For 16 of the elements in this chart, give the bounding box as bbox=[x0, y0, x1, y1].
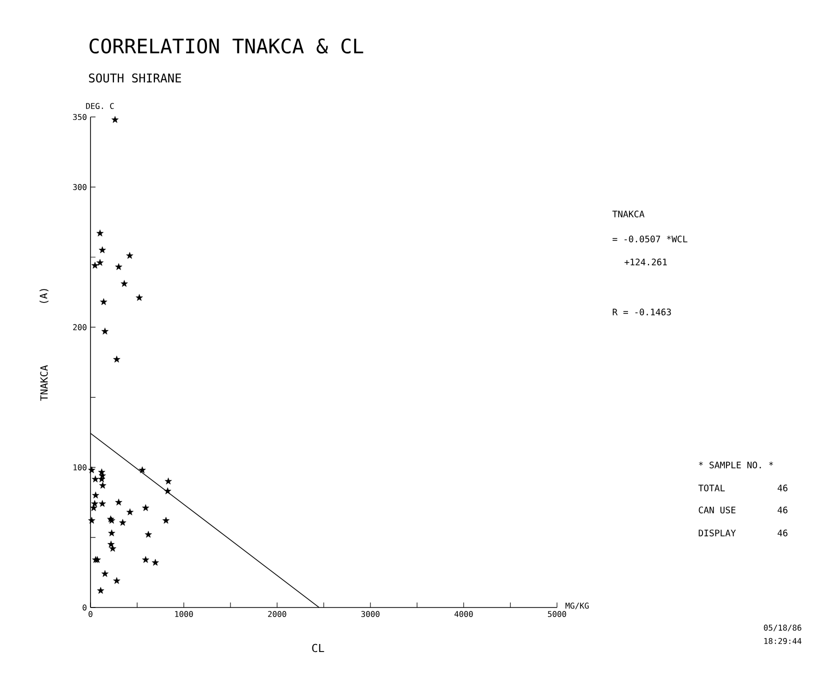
x-axis-title: CL bbox=[312, 644, 324, 652]
text: 46 bbox=[778, 484, 788, 492]
text: 46 bbox=[778, 506, 788, 514]
chart-subtitle: SOUTH SHIRANE bbox=[89, 73, 182, 83]
text: TOTAL bbox=[698, 484, 725, 492]
text: R = -0.1463 bbox=[612, 308, 671, 316]
text: * SAMPLE NO. * bbox=[698, 462, 774, 468]
y-axis-title: TNAKCA bbox=[40, 365, 48, 401]
text: = -0.0507 *WCL bbox=[612, 236, 688, 242]
text: (A) bbox=[40, 289, 48, 303]
text: CAN USE bbox=[698, 506, 736, 514]
text: 46 bbox=[778, 530, 788, 536]
chart-title: CORRELATION TNAKCA & CL bbox=[90, 38, 364, 54]
text: DISPLAY bbox=[698, 530, 736, 536]
text: +124.261 bbox=[624, 258, 667, 266]
text: TNAKCA bbox=[612, 210, 644, 218]
